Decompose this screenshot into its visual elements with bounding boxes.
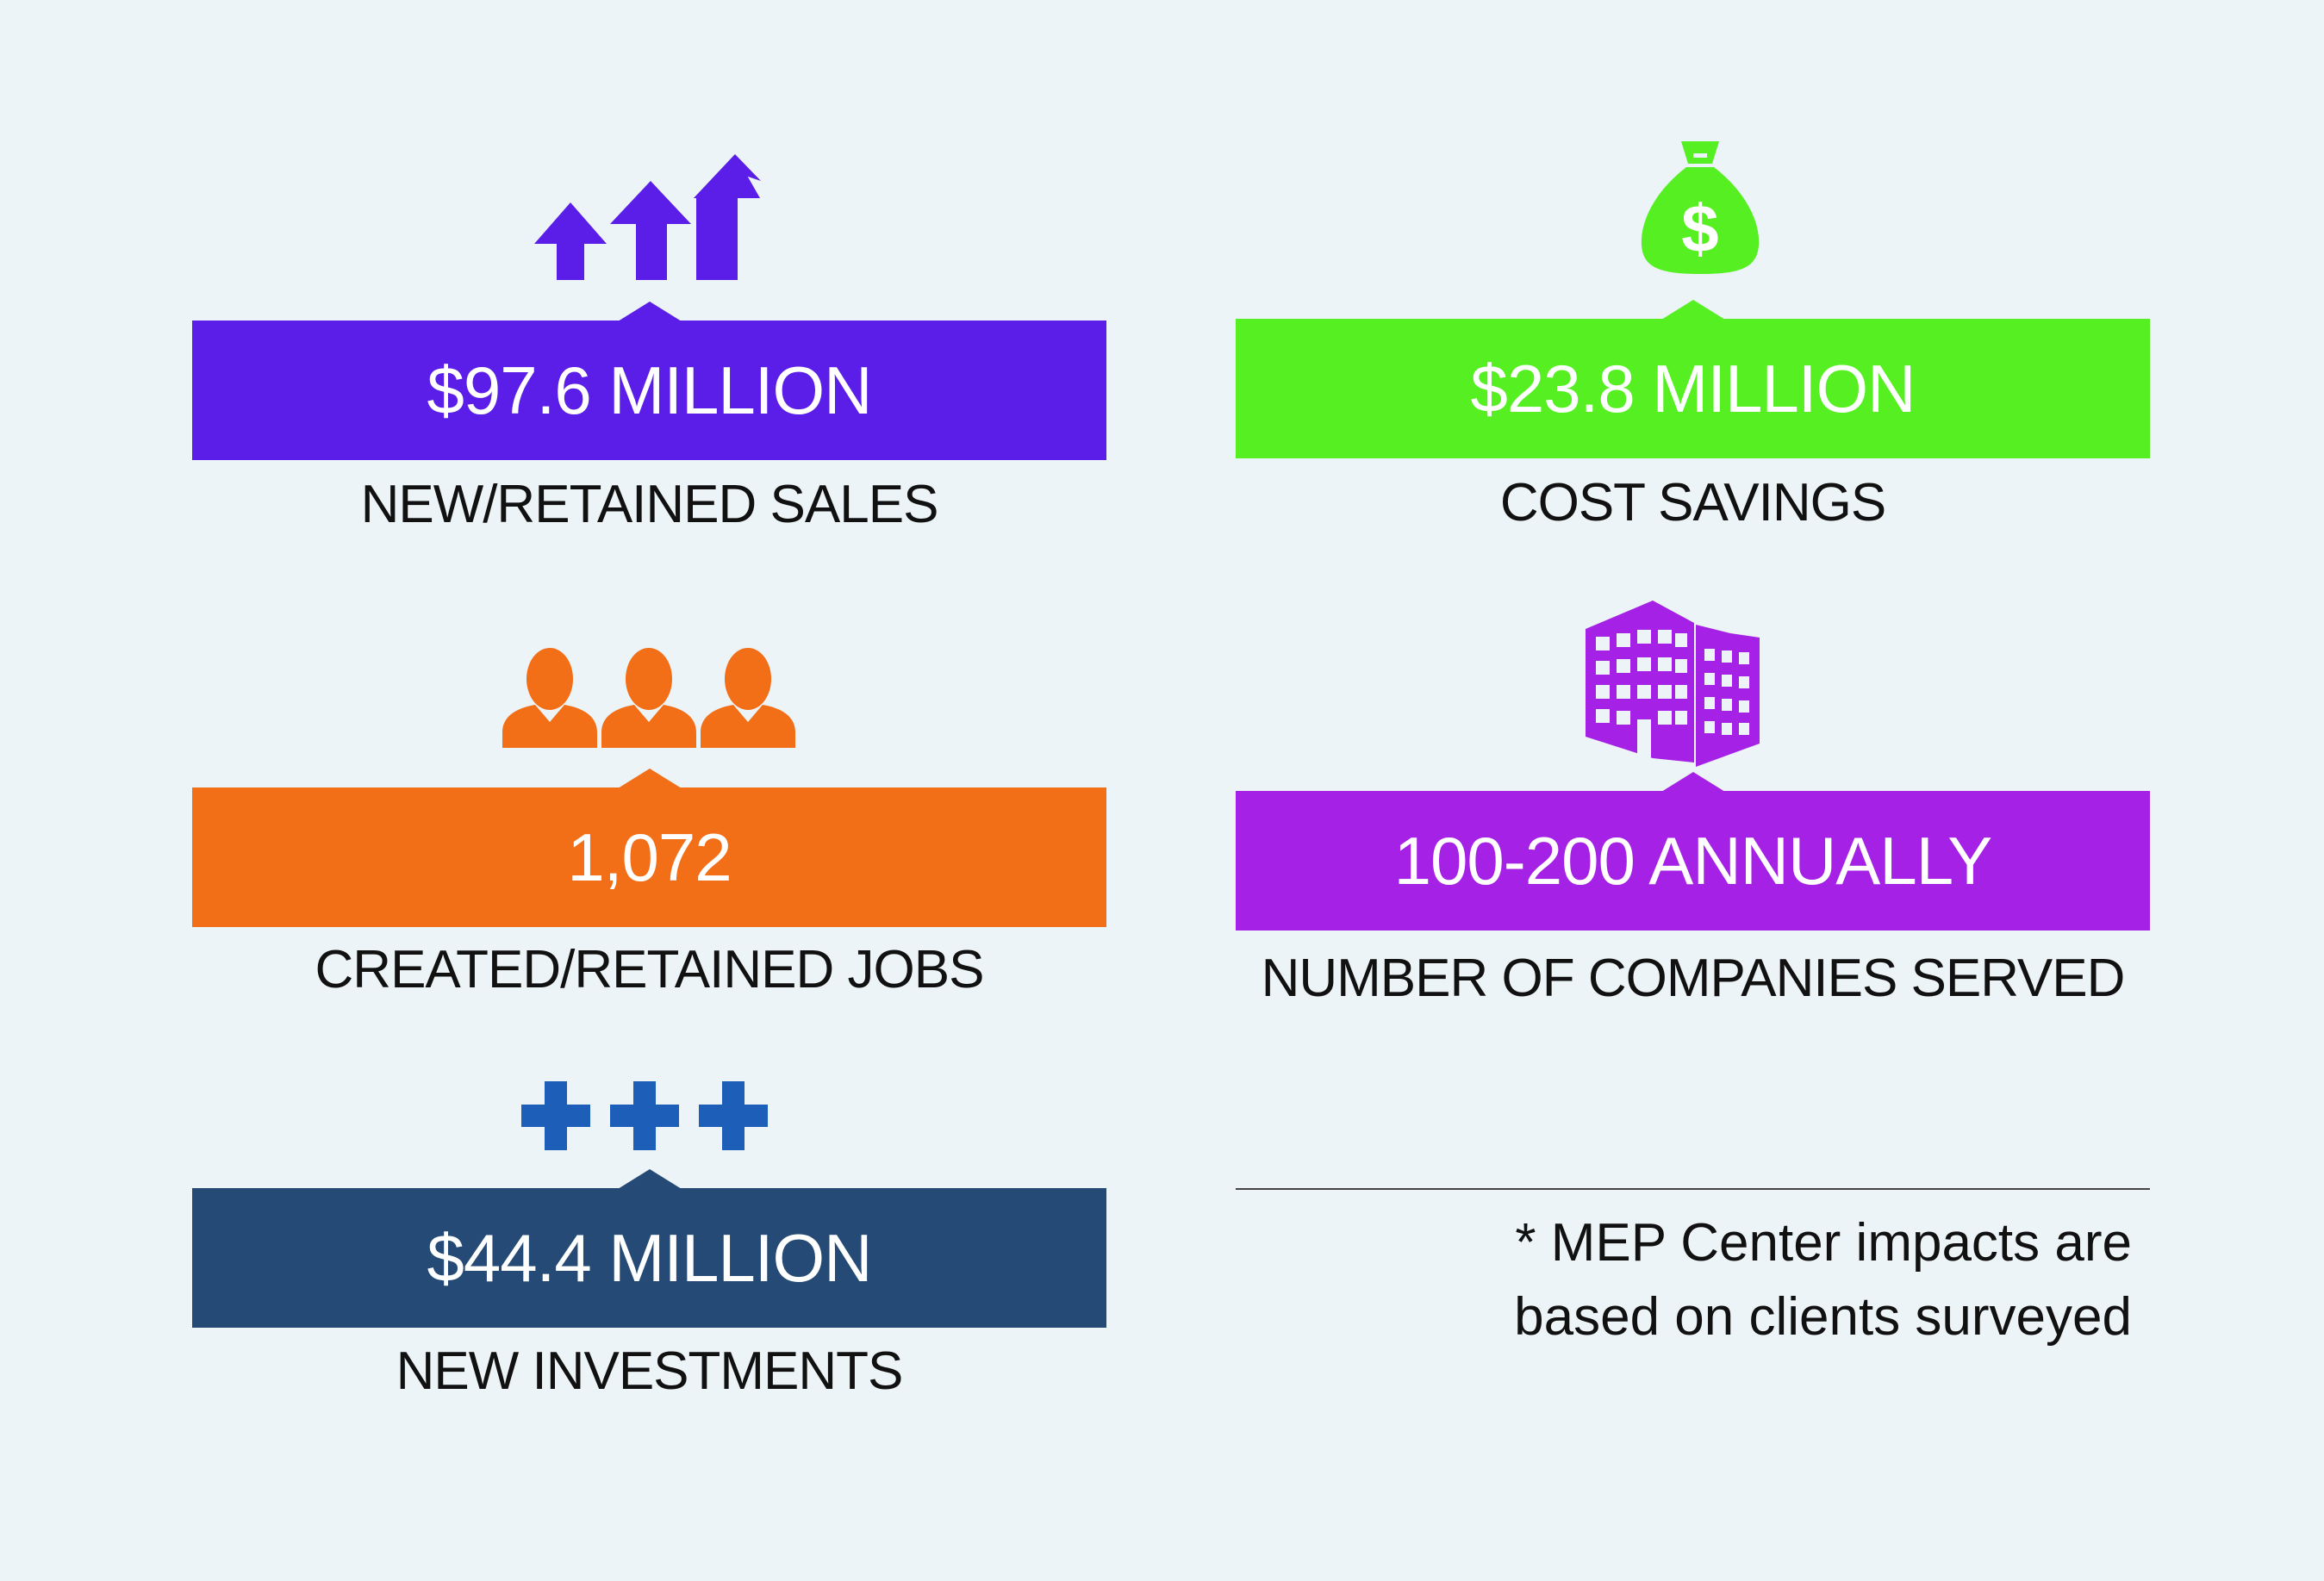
- jobs-label: CREATED/RETAINED JOBS: [315, 940, 985, 999]
- footnote-line-1: * MEP Center impacts are: [1515, 1213, 2132, 1273]
- banner-notch: [1660, 300, 1725, 320]
- savings-label: COST SAVINGS: [1499, 473, 1886, 532]
- investments-value-banner: $44.4 MILLION: [192, 1169, 1106, 1328]
- banner-notch: [617, 769, 682, 788]
- svg-text:$: $: [1681, 190, 1718, 266]
- jobs-value: 1,072: [567, 819, 732, 895]
- jobs-value-banner: 1,072: [192, 769, 1106, 927]
- savings-value: $23.8 MILLION: [1470, 350, 1916, 426]
- companies-value-banner: 100-200 ANNUALLY: [1236, 772, 2150, 931]
- plus-signs-icon: [521, 1081, 768, 1150]
- investments-value: $44.4 MILLION: [427, 1219, 873, 1296]
- footnote-divider: [1236, 1188, 2150, 1190]
- banner-notch: [617, 302, 682, 321]
- sales-value-banner: $97.6 MILLION: [192, 302, 1106, 460]
- companies-label: NUMBER OF COMPANIES SERVED: [1261, 949, 2126, 1008]
- investments-label: NEW INVESTMENTS: [396, 1341, 904, 1401]
- money-bag-icon: $: [1641, 141, 1760, 274]
- building-icon: [1586, 601, 1760, 767]
- banner-notch: [617, 1169, 682, 1189]
- sales-label: NEW/RETAINED SALES: [360, 475, 939, 534]
- sales-value: $97.6 MILLION: [427, 352, 873, 428]
- footnote-line-2: based on clients surveyed: [1514, 1287, 2132, 1347]
- footnote: * MEP Center impacts are based on client…: [1236, 1206, 2132, 1354]
- companies-value: 100-200 ANNUALLY: [1393, 822, 1993, 899]
- people-icon: [502, 648, 795, 748]
- savings-value-banner: $23.8 MILLION: [1236, 300, 2150, 458]
- banner-notch: [1660, 772, 1725, 792]
- arrows-up-icon: [534, 154, 761, 280]
